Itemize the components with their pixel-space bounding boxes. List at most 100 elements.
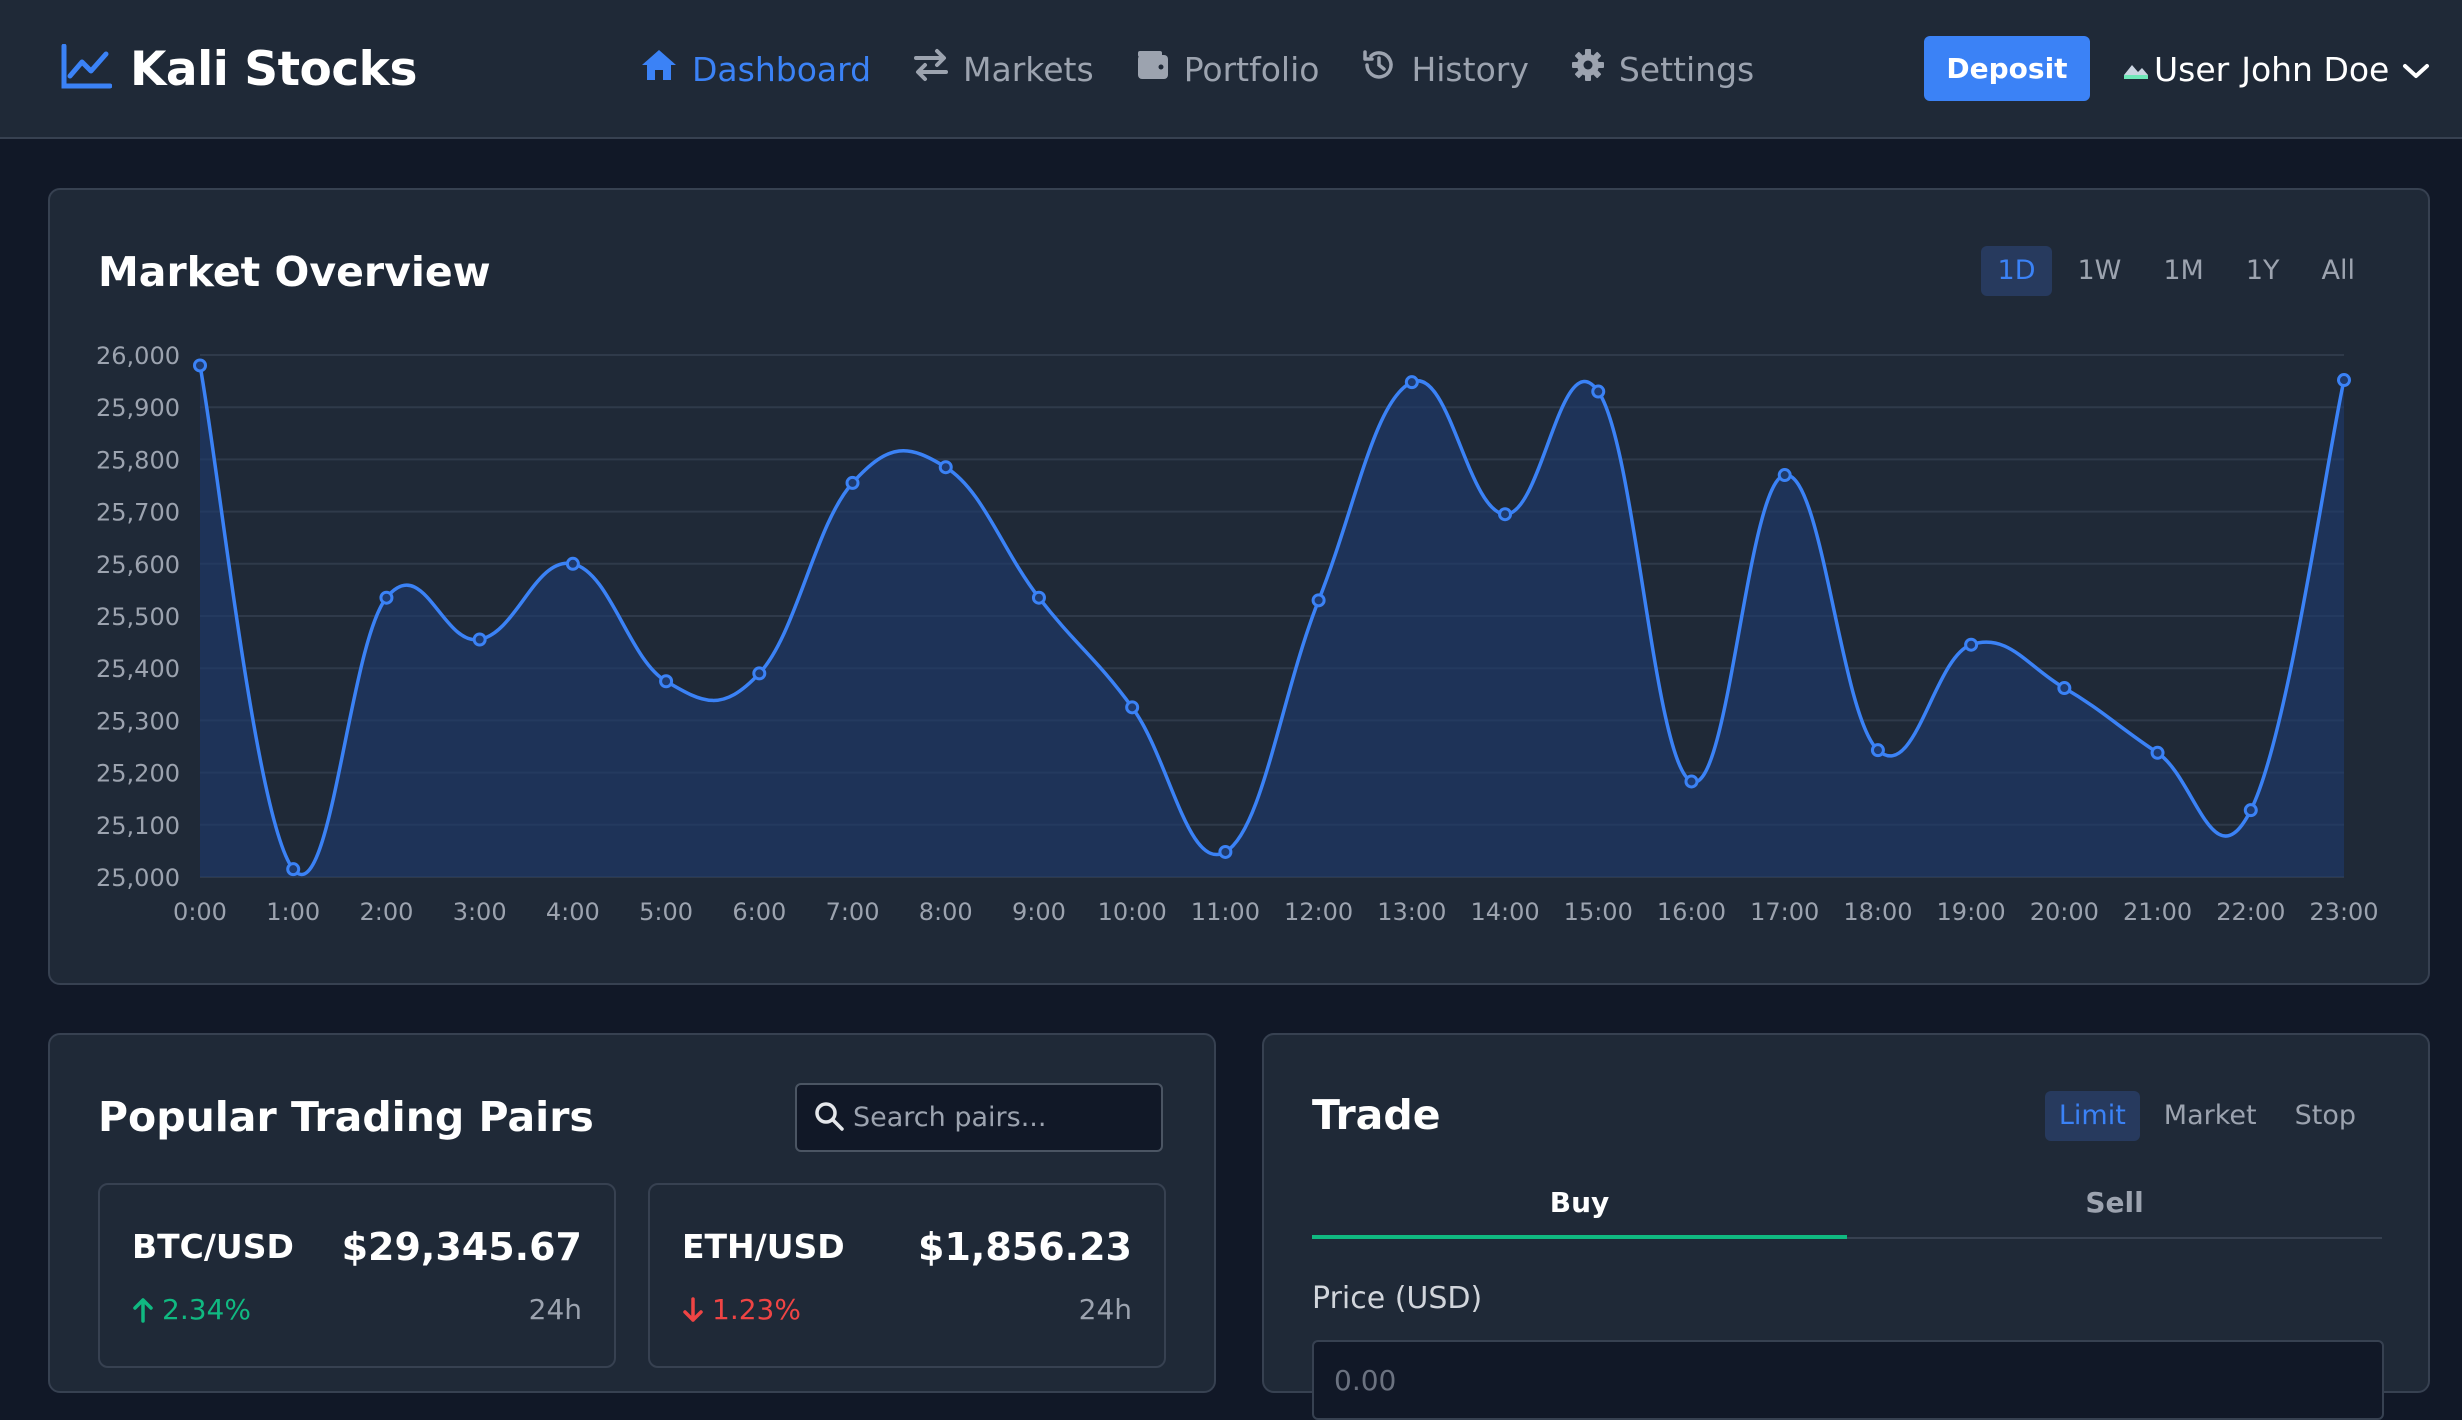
user-name: John Doe [2241,49,2390,89]
data-point [1498,507,1513,522]
data-point [1777,468,1792,483]
x-tick-label: 19:00 [1937,898,2006,926]
y-tick-label: 25,000 [96,864,180,892]
nav-item-markets[interactable]: Markets [913,48,1094,90]
data-point [193,358,207,373]
y-tick-label: 25,600 [96,551,180,579]
exchange-icon [913,48,949,90]
nav-label: History [1411,49,1529,89]
pair-period: 24h [528,1293,582,1326]
y-tick-label: 26,000 [96,342,180,370]
data-point [1218,844,1233,859]
chevron-down-icon [2401,50,2431,89]
nav-label: Settings [1618,49,1755,89]
range-tab-all[interactable]: All [2321,255,2355,286]
range-tab-1w[interactable]: 1W [2077,255,2122,286]
data-point [1311,593,1326,608]
trade-card: Trade Limit Market Stop Buy Sell Price (… [1262,1033,2430,1420]
x-tick-label: 18:00 [1843,898,1912,926]
pair-price: $29,345.67 [341,1225,582,1269]
tab-buy[interactable]: Buy [1312,1173,1847,1239]
x-tick-label: 10:00 [1098,898,1167,926]
tab-sell[interactable]: Sell [2085,1186,2144,1219]
search-icon [813,1100,845,1136]
data-point [1684,774,1699,789]
nav-label: Dashboard [692,49,872,89]
nav-item-dashboard[interactable]: Dashboard [640,48,871,90]
x-tick-label: 2:00 [359,898,413,926]
nav-item-settings[interactable]: Settings [1571,48,1754,90]
x-tick-label: 7:00 [826,898,880,926]
x-tick-label: 11:00 [1191,898,1260,926]
avatar-alt-text: User [2154,49,2230,89]
order-tab-market[interactable]: Market [2163,1100,2257,1131]
broken-image-icon [2124,65,2148,79]
area-fill [200,365,2344,877]
nav-item-portfolio[interactable]: Portfolio [1136,49,1320,89]
range-tab-1y[interactable]: 1Y [2245,255,2280,286]
data-point [752,666,767,681]
user-menu[interactable]: User John Doe [2120,44,2431,94]
main-nav: Dashboard Markets Portfolio [640,40,1754,98]
chart-line-icon [60,43,113,94]
x-tick-label: 20:00 [2030,898,2099,926]
x-tick-label: 15:00 [1564,898,1633,926]
buy-sell-tabs: Buy Sell [1312,1173,2382,1239]
pair-period: 24h [1078,1293,1132,1326]
data-point [2150,745,2165,760]
trading-pair-card[interactable]: BTC/USD $29,345.67 2.34% 24h [98,1183,616,1368]
data-point [1964,637,1979,652]
order-tab-stop[interactable]: Stop [2294,1100,2356,1131]
y-tick-label: 25,900 [96,394,180,422]
x-tick-label: 14:00 [1470,898,1539,926]
x-tick-label: 5:00 [639,898,693,926]
data-point [472,632,487,647]
nav-label: Portfolio [1183,49,1320,89]
market-overview-card: Market Overview 1D 1W 1M 1Y All 25,000 25… [48,188,2430,985]
price-input[interactable] [1312,1340,2384,1420]
range-tab-1d[interactable]: 1D [1980,246,2053,296]
brand-name: Kali Stocks [130,41,417,97]
x-tick-label: 0:00 [173,898,227,926]
y-tick-label: 25,400 [96,655,180,683]
market-chart: 25,000 25,100 25,200 25,300 25,400 25,500 25,6… [96,342,2379,926]
data-point [845,475,860,490]
x-tick-label: 9:00 [1012,898,1066,926]
nav-label: Markets [963,49,1094,89]
deposit-button[interactable]: Deposit [1924,36,2090,101]
trading-pair-card[interactable]: ETH/USD $1,856.23 1.23% 24h [648,1183,1166,1368]
order-type-tabs: Limit Market Stop [2044,1091,2370,1141]
time-range-tabs: 1D 1W 1M 1Y All [1980,246,2372,296]
pair-change-value: 1.23% [712,1293,801,1326]
arrow-down-icon [683,1296,703,1322]
history-icon [1361,47,1397,91]
search-box [795,1083,1163,1152]
data-point [2337,373,2351,388]
pair-symbol: BTC/USD [132,1227,294,1266]
pair-price: $1,856.23 [918,1225,1132,1269]
order-tab-limit[interactable]: Limit [2044,1091,2140,1141]
data-point [659,674,674,689]
nav-item-history[interactable]: History [1361,47,1529,91]
avatar: User [2120,50,2229,89]
data-point [1404,375,1419,390]
search-pairs-input[interactable] [851,1101,1155,1134]
market-overview-title: Market Overview [98,248,491,296]
brand[interactable]: Kali Stocks [60,38,417,100]
x-tick-label: 1:00 [266,898,320,926]
top-navbar: Kali Stocks Dashboard Markets [0,0,2462,139]
data-point [2243,803,2258,818]
data-point [1031,590,1046,605]
y-tick-label: 25,800 [96,446,180,474]
home-icon [640,48,678,90]
x-tick-label: 21:00 [2123,898,2192,926]
data-point [565,556,580,571]
popular-pairs-card: Popular Trading Pairs BTC/USD $29,345.67… [48,1033,1216,1393]
pair-change-value: 2.34% [162,1293,251,1326]
y-tick-label: 25,300 [96,707,180,735]
x-tick-label: 4:00 [546,898,600,926]
trade-title: Trade [1312,1091,1441,1139]
data-point [2057,681,2072,696]
x-tick-label: 12:00 [1284,898,1353,926]
range-tab-1m[interactable]: 1M [2163,255,2204,286]
